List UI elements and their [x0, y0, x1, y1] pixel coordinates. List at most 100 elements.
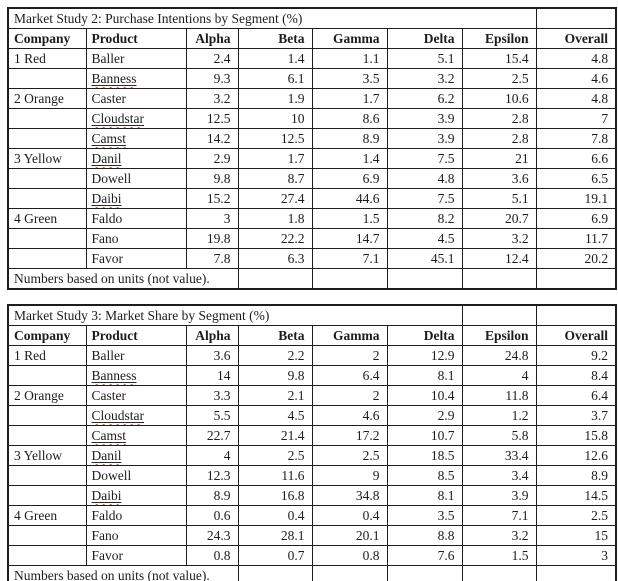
product-cell: Fano — [85, 228, 187, 249]
value-cell: 2 — [311, 345, 388, 366]
product-cell: Daibi — [85, 188, 187, 209]
company-cell: 4 Green — [7, 208, 87, 229]
company-cell — [7, 108, 87, 129]
table-title: Market Study 2: Purchase Intentions by S… — [7, 7, 537, 29]
value-cell: 3.3 — [185, 385, 239, 406]
value-cell: 7.1 — [311, 248, 388, 269]
company-cell — [7, 525, 87, 546]
value-cell: 2.8 — [461, 128, 537, 149]
value-cell: 3.9 — [386, 108, 463, 129]
product-cell: Cloudstar — [85, 108, 187, 129]
table-footnote-row: Numbers based on units (not value). — [7, 268, 617, 290]
value-cell: 27.4 — [237, 188, 313, 209]
value-cell: 22.7 — [185, 425, 239, 446]
empty-footer-cell — [461, 565, 537, 581]
value-cell: 1.5 — [461, 545, 537, 566]
value-cell: 8.6 — [311, 108, 388, 129]
product-cell: Baller — [85, 345, 187, 366]
table-header-row: Company Product Alpha Beta Gamma Delta E… — [7, 325, 617, 346]
value-cell: 14.5 — [535, 485, 617, 506]
misspelled-product: Cloudstar — [92, 408, 145, 423]
empty-footer-cell — [461, 268, 537, 290]
spellcheck-squiggle: Cloudstar — [91, 407, 145, 423]
value-cell: 12.6 — [535, 445, 617, 466]
value-cell: 3.2 — [461, 228, 537, 249]
column-header-company: Company — [7, 325, 87, 346]
misspelled-product: Daibi — [92, 488, 122, 503]
company-cell: 4 Green — [7, 505, 87, 526]
value-cell: 21.4 — [237, 425, 313, 446]
value-cell: 2.9 — [386, 405, 463, 426]
value-cell: 4.8 — [386, 168, 463, 189]
value-cell: 15.8 — [535, 425, 617, 446]
table-row: 1 Red Baller 3.6 2.2 2 12.9 24.8 9.2 — [7, 345, 617, 366]
value-cell: 0.4 — [311, 505, 388, 526]
table-row: Camst 22.7 21.4 17.2 10.7 5.8 15.8 — [7, 425, 617, 446]
value-cell: 8.2 — [386, 208, 463, 229]
company-cell — [7, 545, 87, 566]
table-row: Camst 14.2 12.5 8.9 3.9 2.8 7.8 — [7, 128, 617, 149]
value-cell: 6.5 — [535, 168, 617, 189]
product-cell: Danil — [85, 445, 187, 466]
value-cell: 2.5 — [535, 505, 617, 526]
company-cell — [7, 168, 87, 189]
column-header-delta: Delta — [386, 325, 463, 346]
table-row: 1 Red Baller 2.4 1.4 1.1 5.1 15.4 4.8 — [7, 48, 617, 69]
table-header-row: Company Product Alpha Beta Gamma Delta E… — [7, 28, 617, 49]
value-cell: 0.8 — [311, 545, 388, 566]
value-cell: 7.1 — [461, 505, 537, 526]
misspelled-product: Cloudstar — [92, 111, 145, 126]
value-cell: 7.5 — [386, 188, 463, 209]
column-header-gamma: Gamma — [311, 28, 388, 49]
value-cell: 2.5 — [237, 445, 313, 466]
column-header-overall: Overall — [535, 28, 617, 49]
value-cell: 45.1 — [386, 248, 463, 269]
spellcheck-squiggle: Banness — [91, 367, 137, 383]
value-cell: 8.9 — [185, 485, 239, 506]
value-cell: 4.8 — [535, 48, 617, 69]
value-cell: 2.5 — [461, 68, 537, 89]
value-cell: 20.1 — [311, 525, 388, 546]
value-cell: 11.7 — [535, 228, 617, 249]
value-cell: 4.8 — [535, 88, 617, 109]
column-header-product: Product — [85, 325, 187, 346]
value-cell: 3.6 — [461, 168, 537, 189]
value-cell: 3.2 — [185, 88, 239, 109]
value-cell: 3.9 — [386, 128, 463, 149]
product-cell: Favor — [85, 248, 187, 269]
value-cell: 14.2 — [185, 128, 239, 149]
value-cell: 9.8 — [185, 168, 239, 189]
company-cell: 2 Orange — [7, 385, 87, 406]
value-cell: 5.1 — [386, 48, 463, 69]
value-cell: 19.8 — [185, 228, 239, 249]
column-header-alpha: Alpha — [185, 28, 239, 49]
value-cell: 2.9 — [185, 148, 239, 169]
value-cell: 14 — [185, 365, 239, 386]
table-title-row: Market Study 2: Purchase Intentions by S… — [7, 7, 617, 29]
value-cell: 5.1 — [461, 188, 537, 209]
value-cell: 4.6 — [311, 405, 388, 426]
company-cell — [7, 405, 87, 426]
value-cell: 7.6 — [386, 545, 463, 566]
value-cell: 4.5 — [237, 405, 313, 426]
empty-footer-cell — [386, 565, 463, 581]
value-cell: 8.1 — [386, 365, 463, 386]
misspelled-product: Daibi — [92, 191, 122, 206]
misspelled-product: Camst — [92, 131, 127, 146]
column-header-alpha: Alpha — [185, 325, 239, 346]
value-cell: 34.8 — [311, 485, 388, 506]
spellcheck-squiggle: Camst — [91, 427, 127, 443]
value-cell: 1.8 — [237, 208, 313, 229]
table-row: Fano 19.8 22.2 14.7 4.5 3.2 11.7 — [7, 228, 617, 249]
value-cell: 3.4 — [461, 465, 537, 486]
table-row: Banness 14 9.8 6.4 8.1 4 8.4 — [7, 365, 617, 386]
column-header-delta: Delta — [386, 28, 463, 49]
product-cell: Cloudstar — [85, 405, 187, 426]
value-cell: 1.9 — [237, 88, 313, 109]
table-title: Market Study 3: Market Share by Segment … — [7, 304, 463, 326]
value-cell: 44.6 — [311, 188, 388, 209]
product-cell: Daibi — [85, 485, 187, 506]
value-cell: 12.5 — [185, 108, 239, 129]
empty-footer-cell — [237, 268, 313, 290]
value-cell: 6.6 — [535, 148, 617, 169]
